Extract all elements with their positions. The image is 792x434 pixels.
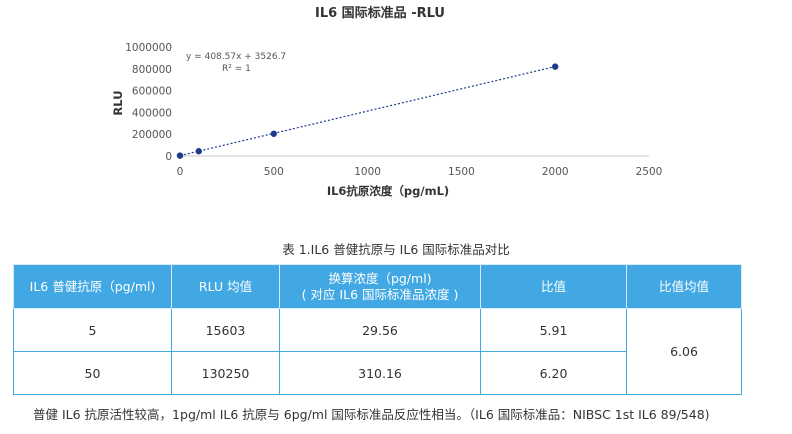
equation-label: y = 408.57x + 3526.7	[186, 52, 286, 62]
x-tick-label: 0	[177, 166, 184, 178]
header-ratio: 比值	[480, 264, 627, 309]
cell-ratio: 6.20	[480, 351, 627, 395]
table-header-row: IL6 普健抗原（pg/ml) RLU 均值 换算浓度（pg/ml) ( 对应 …	[13, 264, 742, 309]
cell-converted: 310.16	[279, 351, 481, 395]
y-tick-label: 600000	[132, 86, 172, 98]
header-converted-line2: ( 对应 IL6 国际标准品浓度 )	[301, 286, 459, 302]
x-tick-label: 1500	[448, 166, 475, 178]
cell-antigen: 50	[13, 351, 172, 395]
table-caption: 表 1.IL6 普健抗原与 IL6 国际标准品对比	[282, 242, 510, 257]
y-tick-label: 1000000	[125, 42, 172, 54]
cell-ratio: 5.91	[480, 308, 627, 352]
table-row: 50 130250 310.16 6.20	[13, 351, 742, 395]
table-row: 5 15603 29.56 5.91 6.06	[13, 308, 742, 395]
cell-converted: 29.56	[279, 308, 481, 352]
r-squared-label: R² = 1	[222, 64, 251, 74]
data-point	[270, 130, 277, 137]
x-tick-label: 2000	[542, 166, 569, 178]
data-points	[176, 63, 559, 159]
header-rlu: RLU 均值	[171, 264, 280, 309]
x-axis-title: IL6抗原浓度（pg/mL)	[327, 184, 449, 198]
data-point	[195, 148, 202, 155]
y-tick-label: 200000	[132, 129, 172, 141]
comparison-table: IL6 普健抗原（pg/ml) RLU 均值 换算浓度（pg/ml) ( 对应 …	[13, 264, 742, 395]
chart-title: IL6 国际标准品 -RLU	[315, 5, 445, 21]
data-point	[552, 63, 559, 70]
cell-ratio-mean: 6.06	[626, 308, 742, 395]
header-antigen: IL6 普健抗原（pg/ml)	[13, 264, 172, 309]
header-converted: 换算浓度（pg/ml) ( 对应 IL6 国际标准品浓度 )	[279, 264, 481, 309]
x-axis-ticks: 0 500 1000 1500 2000 2500	[177, 166, 663, 178]
y-tick-label: 400000	[132, 107, 172, 119]
scatter-chart: IL6 国际标准品 -RLU 0 200000 400000 600000 800000…	[111, 5, 663, 198]
y-tick-label: 0	[165, 151, 172, 163]
footnote: 普健 IL6 抗原活性较高，1pg/ml IL6 抗原与 6pg/ml 国际标准…	[33, 407, 710, 422]
header-ratio-mean: 比值均值	[626, 264, 742, 309]
x-tick-label: 500	[264, 166, 284, 178]
x-tick-label: 2500	[636, 166, 663, 178]
header-converted-line1: 换算浓度（pg/ml)	[328, 270, 432, 286]
y-axis-ticks: 0 200000 400000 600000 800000 1000000	[125, 42, 172, 163]
x-tick-label: 1000	[354, 166, 381, 178]
data-point	[176, 152, 184, 159]
cell-rlu: 130250	[171, 351, 280, 395]
cell-antigen: 5	[13, 308, 172, 352]
y-axis-title: RLU	[111, 90, 125, 115]
cell-rlu: 15603	[171, 308, 280, 352]
trendline	[179, 65, 556, 157]
y-tick-label: 800000	[132, 64, 172, 76]
